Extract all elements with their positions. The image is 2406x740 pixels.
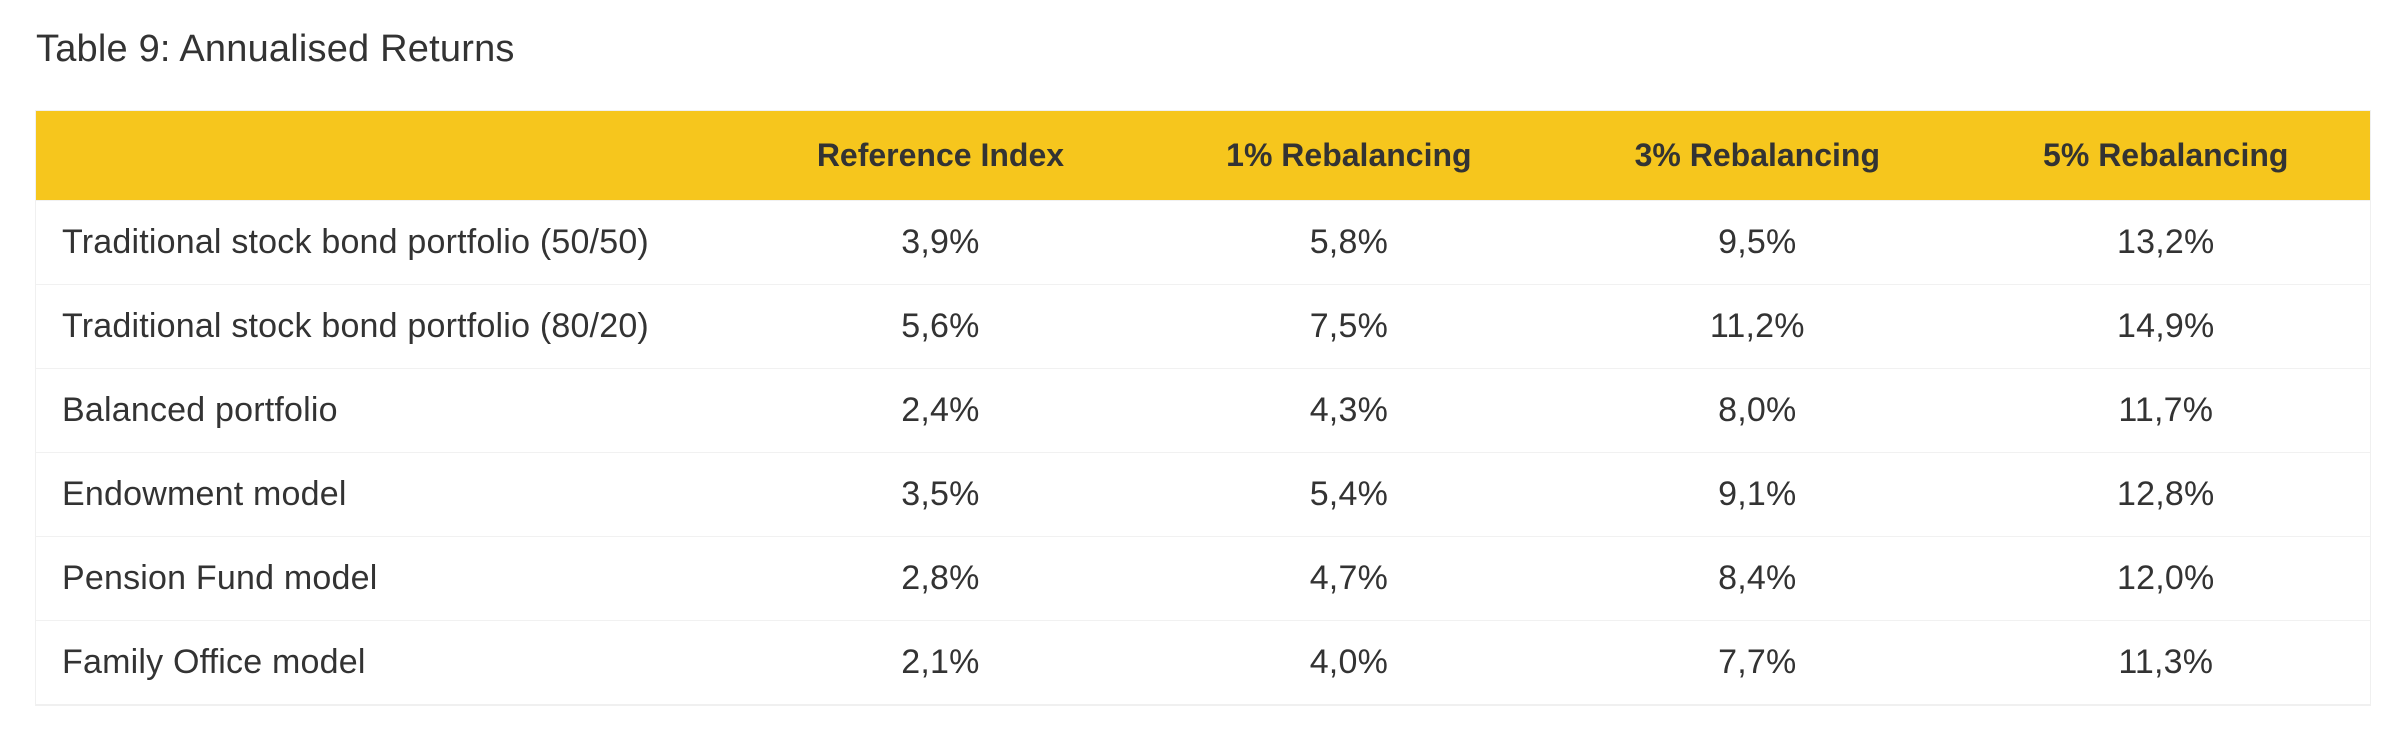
cell-value: 13,2% [1962,201,2370,285]
table-row: Balanced portfolio2,4%4,3%8,0%11,7% [36,369,2370,453]
returns-table: Reference Index 1% Rebalancing 3% Rebala… [36,111,2370,705]
col-header-3pct: 3% Rebalancing [1553,111,1961,201]
table-row: Pension Fund model2,8%4,7%8,4%12,0% [36,537,2370,621]
row-label: Traditional stock bond portfolio (80/20) [36,285,736,369]
table-body: Traditional stock bond portfolio (50/50)… [36,201,2370,705]
table-row: Traditional stock bond portfolio (50/50)… [36,201,2370,285]
cell-value: 5,6% [736,285,1144,369]
table-row: Endowment model3,5%5,4%9,1%12,8% [36,453,2370,537]
cell-value: 7,5% [1145,285,1553,369]
page-container: Table 9: Annualised Returns Reference In… [0,0,2406,740]
table-header-row: Reference Index 1% Rebalancing 3% Rebala… [36,111,2370,201]
col-header-1pct: 1% Rebalancing [1145,111,1553,201]
cell-value: 2,4% [736,369,1144,453]
row-label: Pension Fund model [36,537,736,621]
cell-value: 12,8% [1962,453,2370,537]
cell-value: 8,4% [1553,537,1961,621]
cell-value: 9,5% [1553,201,1961,285]
col-header-5pct: 5% Rebalancing [1962,111,2370,201]
cell-value: 8,0% [1553,369,1961,453]
table-title: Table 9: Annualised Returns [36,28,2370,71]
row-label: Balanced portfolio [36,369,736,453]
cell-value: 14,9% [1962,285,2370,369]
cell-value: 11,3% [1962,621,2370,705]
row-label: Traditional stock bond portfolio (50/50) [36,201,736,285]
table-row: Family Office model2,1%4,0%7,7%11,3% [36,621,2370,705]
cell-value: 2,1% [736,621,1144,705]
cell-value: 2,8% [736,537,1144,621]
cell-value: 5,4% [1145,453,1553,537]
cell-value: 4,7% [1145,537,1553,621]
cell-value: 3,5% [736,453,1144,537]
cell-value: 7,7% [1553,621,1961,705]
table-row: Traditional stock bond portfolio (80/20)… [36,285,2370,369]
cell-value: 4,3% [1145,369,1553,453]
cell-value: 11,7% [1962,369,2370,453]
cell-value: 12,0% [1962,537,2370,621]
col-header-reference: Reference Index [736,111,1144,201]
cell-value: 11,2% [1553,285,1961,369]
row-label: Endowment model [36,453,736,537]
cell-value: 5,8% [1145,201,1553,285]
cell-value: 9,1% [1553,453,1961,537]
cell-value: 4,0% [1145,621,1553,705]
col-header-blank [36,111,736,201]
row-label: Family Office model [36,621,736,705]
cell-value: 3,9% [736,201,1144,285]
